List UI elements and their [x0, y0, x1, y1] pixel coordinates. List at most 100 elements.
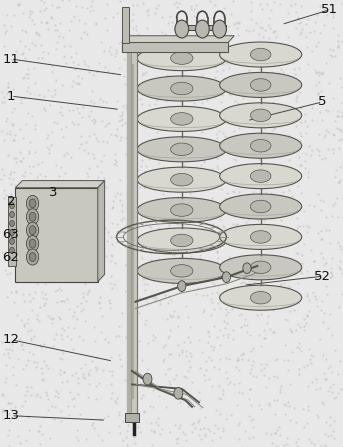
Point	[4, 293, 9, 300]
Point	[27, 203, 33, 210]
Point	[143, 162, 149, 169]
Point	[51, 185, 56, 192]
Point	[226, 253, 232, 260]
Point	[85, 62, 91, 69]
Point	[209, 289, 214, 296]
Point	[64, 181, 70, 188]
Point	[77, 212, 82, 219]
Point	[240, 349, 246, 356]
Point	[305, 122, 310, 130]
Point	[62, 169, 67, 177]
Point	[21, 155, 26, 162]
Point	[288, 47, 294, 54]
Point	[273, 257, 278, 264]
Point	[12, 131, 17, 139]
Point	[121, 55, 127, 63]
Point	[78, 411, 83, 418]
Point	[293, 25, 298, 32]
Point	[118, 137, 123, 144]
Point	[250, 143, 255, 150]
Point	[111, 160, 117, 168]
Point	[142, 230, 147, 237]
Point	[27, 297, 33, 304]
Point	[303, 110, 308, 117]
Point	[282, 285, 288, 292]
Point	[272, 429, 277, 436]
Point	[209, 108, 214, 115]
Point	[276, 69, 282, 76]
Point	[278, 256, 284, 263]
Point	[215, 300, 221, 307]
Point	[124, 101, 129, 108]
Point	[143, 320, 148, 328]
Point	[210, 346, 215, 354]
Point	[339, 270, 343, 277]
Point	[242, 427, 247, 434]
Point	[234, 239, 239, 246]
Point	[145, 60, 150, 67]
Point	[182, 430, 188, 437]
Point	[30, 162, 36, 169]
Point	[43, 299, 48, 306]
Point	[323, 356, 329, 363]
Point	[171, 251, 176, 258]
Ellipse shape	[220, 194, 302, 219]
Point	[35, 428, 40, 435]
Point	[319, 71, 325, 78]
Point	[43, 291, 48, 298]
Point	[259, 201, 265, 208]
Point	[234, 114, 239, 121]
Point	[262, 238, 267, 245]
Point	[165, 299, 170, 306]
Point	[75, 72, 81, 80]
Point	[224, 268, 229, 275]
Point	[143, 221, 149, 228]
Point	[321, 318, 326, 325]
Point	[128, 132, 133, 139]
Point	[328, 413, 333, 421]
Point	[45, 26, 51, 33]
Ellipse shape	[250, 48, 271, 61]
Point	[164, 315, 170, 322]
Point	[117, 64, 122, 72]
Point	[133, 289, 139, 296]
Ellipse shape	[171, 204, 193, 216]
Bar	[127, 42, 130, 420]
Point	[102, 14, 108, 21]
Point	[305, 173, 310, 180]
Point	[98, 225, 104, 232]
Point	[113, 333, 118, 340]
Point	[264, 188, 269, 195]
Point	[17, 335, 23, 342]
Point	[133, 140, 139, 147]
Point	[180, 204, 186, 211]
Point	[28, 334, 34, 342]
Point	[219, 27, 224, 34]
Point	[248, 43, 253, 51]
Ellipse shape	[171, 82, 193, 95]
Point	[26, 349, 32, 356]
Point	[327, 79, 332, 86]
Point	[207, 228, 212, 236]
Point	[299, 161, 304, 168]
Point	[215, 164, 221, 171]
Point	[50, 342, 56, 350]
Point	[32, 122, 37, 129]
Point	[112, 131, 118, 138]
Point	[155, 241, 160, 248]
Point	[340, 76, 343, 84]
Point	[124, 190, 130, 198]
Point	[155, 51, 160, 59]
Point	[102, 47, 107, 55]
Point	[173, 75, 178, 82]
Point	[313, 375, 318, 383]
Point	[265, 166, 270, 173]
Point	[339, 128, 343, 135]
Point	[329, 270, 334, 277]
Point	[182, 80, 188, 87]
Point	[219, 91, 224, 98]
Point	[216, 127, 221, 135]
Point	[25, 65, 31, 72]
Point	[138, 429, 143, 436]
Point	[25, 356, 31, 363]
